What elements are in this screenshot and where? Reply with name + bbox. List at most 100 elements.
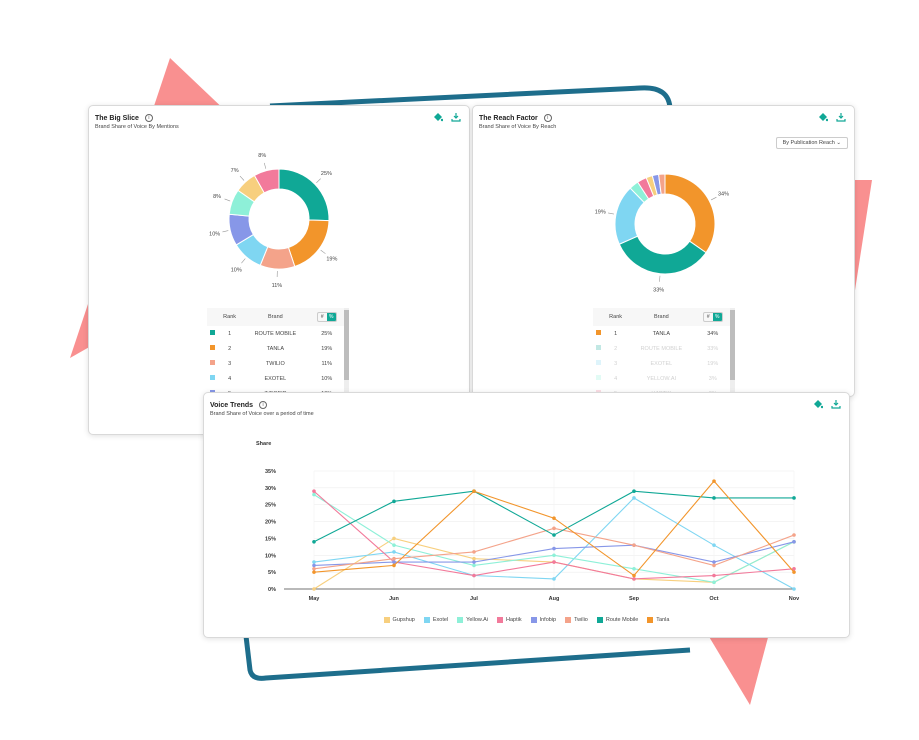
data-point-exotel[interactable] <box>632 496 636 500</box>
data-point-infobip[interactable] <box>392 560 396 564</box>
x-tick-label: Oct <box>709 596 718 602</box>
donut-data-label: 33% <box>653 288 664 294</box>
download-icon[interactable] <box>451 112 461 122</box>
data-point-yellow-ai[interactable] <box>712 580 716 585</box>
legend-swatch <box>596 617 603 623</box>
data-point-haptik[interactable] <box>792 566 796 571</box>
share-cell: 25% <box>321 330 333 337</box>
data-point-twilio[interactable] <box>312 566 316 571</box>
table-row[interactable]: 3 EXOTEL 19% <box>593 356 730 371</box>
table-row[interactable]: 1 TANLA 34% <box>593 326 730 341</box>
data-point-infobip[interactable] <box>552 546 556 551</box>
brand-cell: EXOTEL <box>650 360 673 367</box>
info-icon[interactable]: i <box>259 401 268 409</box>
data-point-twilio[interactable] <box>472 550 476 554</box>
data-point-tanla[interactable] <box>392 563 396 568</box>
data-point-haptik[interactable] <box>312 489 316 494</box>
legend-item[interactable]: Route Mobile <box>596 617 638 623</box>
data-point-route-mobile[interactable] <box>392 499 396 504</box>
data-point-yellow-ai[interactable] <box>552 553 556 558</box>
legend-item[interactable]: Twilio <box>565 617 588 623</box>
table-row[interactable]: 2 ROUTE MOBILE 33% <box>593 341 730 356</box>
legend-item[interactable]: Yellow.Ai <box>457 617 488 623</box>
data-point-yellow-ai[interactable] <box>312 492 316 497</box>
data-point-exotel[interactable] <box>792 587 796 591</box>
data-point-exotel[interactable] <box>552 577 556 581</box>
info-icon[interactable]: i <box>144 114 153 122</box>
data-point-twilio[interactable] <box>792 533 796 537</box>
data-point-twilio[interactable] <box>552 526 556 531</box>
table-row[interactable]: 4 YELLOW.AI 3% <box>593 371 730 386</box>
data-point-exotel[interactable] <box>312 560 316 564</box>
donut-data-label: 8% <box>213 194 221 200</box>
data-point-infobip[interactable] <box>712 560 716 564</box>
count-percent-toggle[interactable]: #% <box>702 312 723 322</box>
data-point-route-mobile[interactable] <box>712 496 716 500</box>
data-point-twilio[interactable] <box>632 543 636 547</box>
data-point-gupshup[interactable] <box>472 556 476 561</box>
paint-bucket-icon[interactable] <box>818 112 828 122</box>
data-point-haptik[interactable] <box>712 573 716 578</box>
table-row[interactable]: 4 EXOTEL 10% <box>207 371 344 386</box>
data-point-gupshup[interactable] <box>312 587 316 591</box>
data-point-yellow-ai[interactable] <box>392 543 396 547</box>
table-row[interactable]: 3 TWILIO 11% <box>207 356 344 371</box>
data-point-infobip[interactable] <box>792 540 796 544</box>
legend-item[interactable]: Infobip <box>530 617 556 623</box>
legend-item[interactable]: Tanla <box>647 617 669 623</box>
data-point-route-mobile[interactable] <box>792 496 796 500</box>
donut-data-label: 19% <box>595 209 606 215</box>
data-point-route-mobile[interactable] <box>552 533 556 537</box>
data-point-exotel[interactable] <box>392 550 396 554</box>
data-point-yellow-ai[interactable] <box>632 566 636 571</box>
data-point-infobip[interactable] <box>472 560 476 564</box>
legend-item[interactable]: Gupshup <box>383 617 415 623</box>
data-point-twilio[interactable] <box>392 556 396 561</box>
download-icon[interactable] <box>836 112 846 122</box>
legend-item[interactable]: Exotel <box>423 617 448 623</box>
legend-label: Tanla <box>656 617 670 623</box>
data-point-haptik[interactable] <box>632 577 636 581</box>
legend-item[interactable]: Haptik <box>496 617 522 623</box>
rank-cell: 4 <box>228 375 232 382</box>
data-point-tanla[interactable] <box>312 570 316 574</box>
info-icon[interactable]: i <box>543 114 552 122</box>
paint-bucket-icon[interactable] <box>813 399 823 409</box>
count-percent-toggle[interactable]: #% <box>316 312 337 322</box>
table-row[interactable]: 2 TANLA 19% <box>207 341 344 356</box>
scrollbar[interactable] <box>344 308 349 398</box>
paint-bucket-icon[interactable] <box>433 112 443 122</box>
donut-slice-twilio[interactable] <box>658 173 666 195</box>
brand-color-swatch <box>209 375 215 380</box>
reach-type-dropdown[interactable]: By Publication Reach ⌄ <box>775 137 848 149</box>
data-point-route-mobile[interactable] <box>632 489 636 494</box>
donut-data-label: 25% <box>321 171 332 177</box>
donut-slice-tanla[interactable] <box>287 219 330 268</box>
brand-color-swatch <box>209 345 215 350</box>
rank-header: Rank <box>603 308 628 326</box>
donut-data-label: 10% <box>231 267 242 273</box>
data-point-tanla[interactable] <box>632 573 636 578</box>
data-point-tanla[interactable] <box>472 489 476 494</box>
data-point-exotel[interactable] <box>712 543 716 547</box>
download-icon[interactable] <box>831 399 841 409</box>
table-row[interactable]: 1 ROUTE MOBILE 25% <box>207 326 344 341</box>
data-point-gupshup[interactable] <box>392 536 396 541</box>
data-point-tanla[interactable] <box>712 479 716 483</box>
data-point-haptik[interactable] <box>472 573 476 578</box>
brand-header: Brand <box>627 308 696 326</box>
scrollbar[interactable] <box>730 308 735 394</box>
card-tools <box>818 112 846 122</box>
donut-slice-haptik[interactable] <box>253 168 280 194</box>
data-point-infobip[interactable] <box>312 563 316 568</box>
data-point-tanla[interactable] <box>552 516 556 520</box>
data-point-twilio[interactable] <box>712 563 716 568</box>
data-point-haptik[interactable] <box>552 560 556 564</box>
data-point-tanla[interactable] <box>792 570 796 574</box>
legend-label: Twilio <box>574 617 588 623</box>
legend-swatch <box>496 617 503 623</box>
donut-data-label: 19% <box>326 256 337 262</box>
data-point-yellow-ai[interactable] <box>472 563 476 568</box>
data-point-route-mobile[interactable] <box>312 540 316 544</box>
donut-slice-tanla[interactable] <box>664 173 716 254</box>
